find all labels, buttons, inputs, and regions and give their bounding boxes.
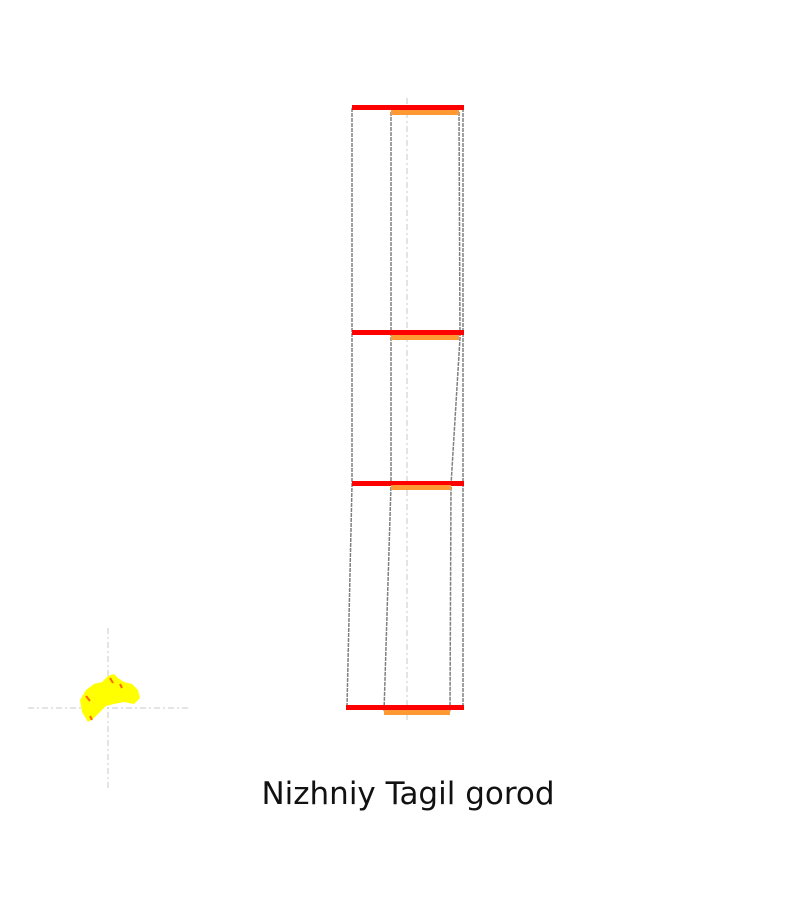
inner-outline-right	[449, 111, 461, 713]
level-bar-orange-1	[391, 110, 459, 115]
level-bar-red-3	[352, 481, 464, 486]
level-bar-red-4	[346, 705, 464, 710]
location-blob-icon	[28, 628, 188, 788]
inner-outline-left	[383, 112, 392, 713]
level-bar-red-2	[352, 330, 464, 335]
level-bar-orange-2	[391, 335, 459, 340]
diagram-body	[346, 98, 464, 722]
outer-outline-left	[346, 108, 353, 708]
level-bar-orange-3	[391, 485, 451, 490]
level-bar-orange-4	[384, 710, 450, 715]
diagram-title: Nizhniy Tagil gorod	[261, 776, 555, 812]
level-bar-red-1	[352, 105, 464, 110]
